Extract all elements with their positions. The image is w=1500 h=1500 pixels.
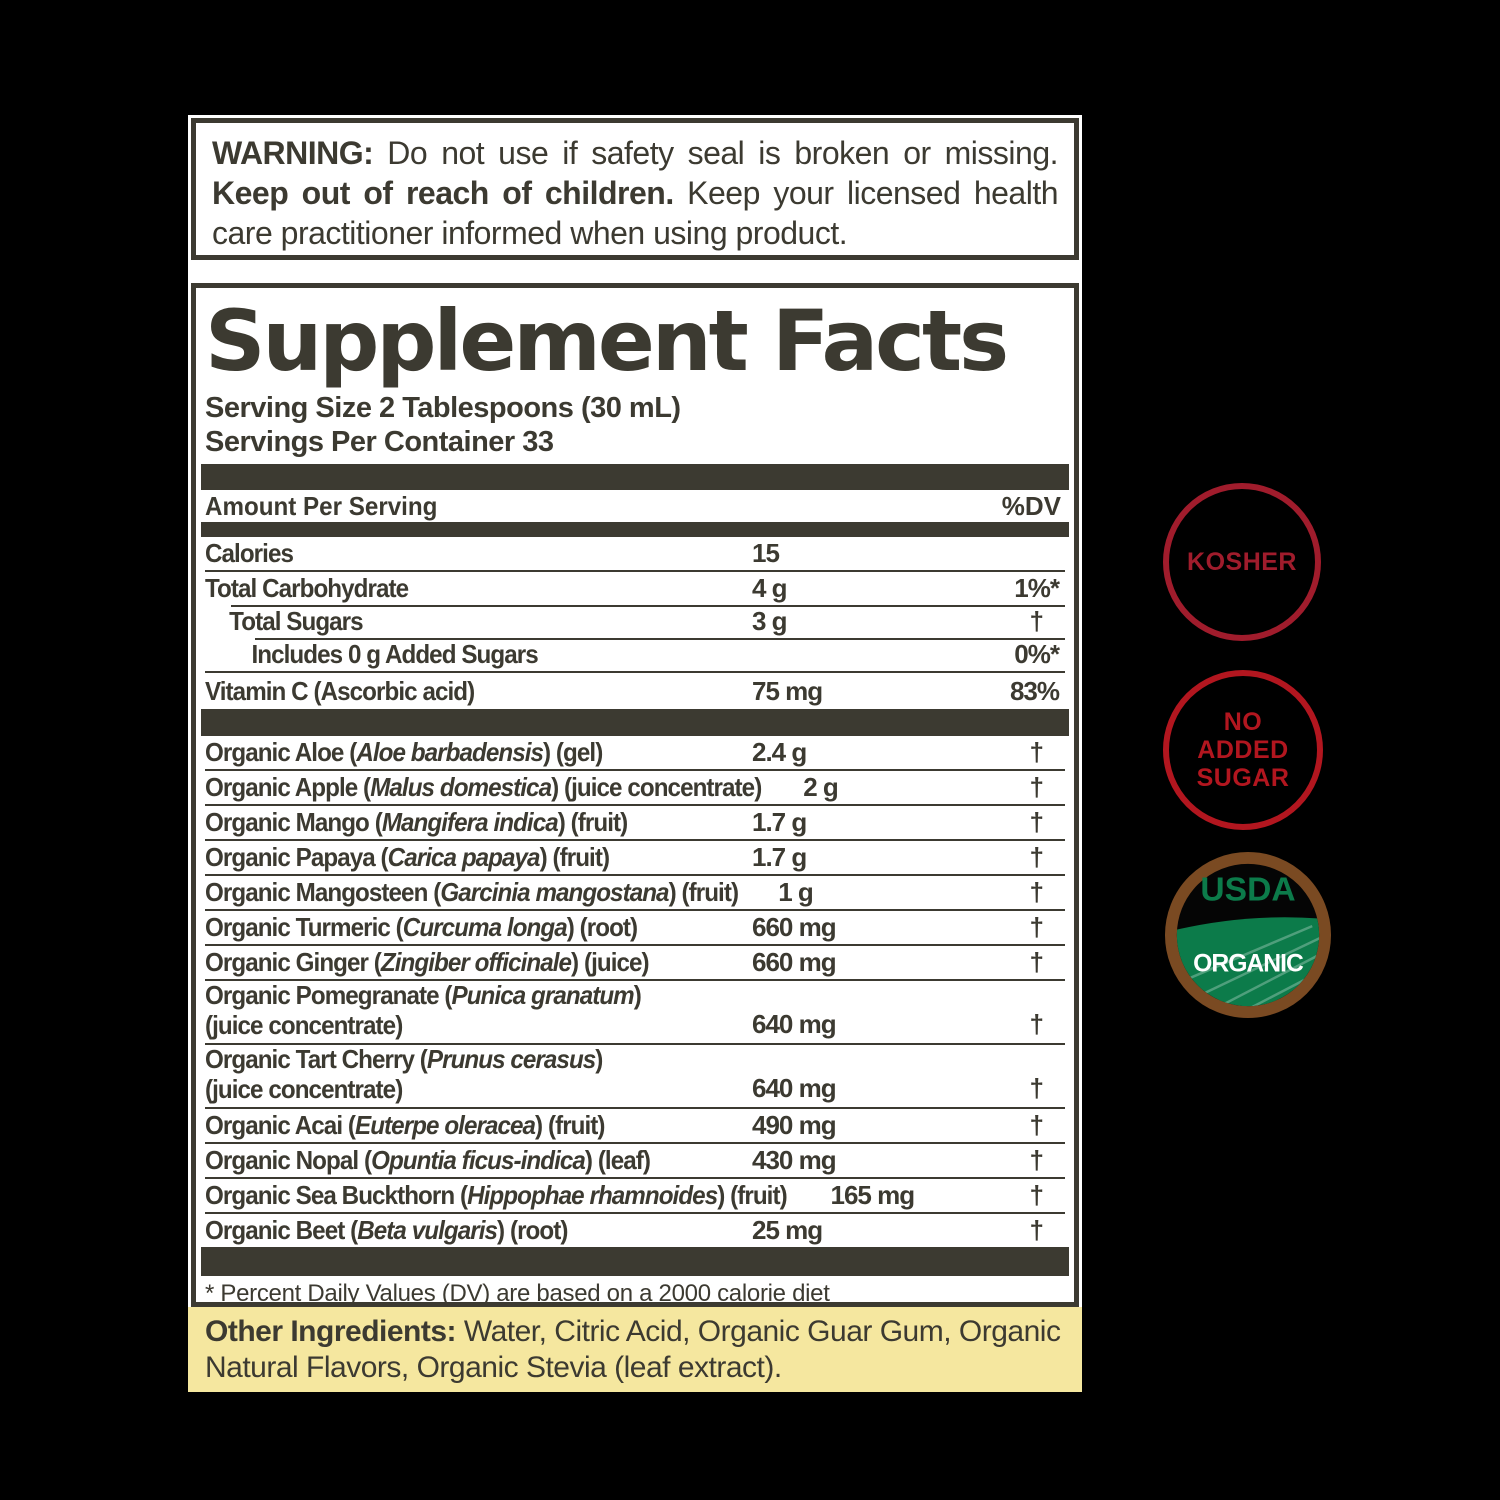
other-ingredients-text: Water, Citric Acid, Organic Guar Gum, Or… <box>205 1315 1061 1384</box>
column-header-row: Amount Per Serving %DV <box>205 490 1065 522</box>
facts-title: Supplement Facts <box>205 292 1009 390</box>
botanical-row-papaya: Organic Papaya (Carica papaya) (fruit) 1… <box>205 839 1065 874</box>
botanical-row-apple: Organic Apple (Malus domestica) (juice c… <box>205 769 1065 804</box>
supplement-label: WARNING: Do not use if safety seal is br… <box>188 115 1082 1392</box>
botanical-row-mango: Organic Mango (Mangifera indica) (fruit)… <box>205 804 1065 839</box>
botanical-row-mangosteen: Organic Mangosteen (Garcinia mangostana)… <box>205 874 1065 909</box>
botanical-row-turmeric: Organic Turmeric (Curcuma longa) (root) … <box>205 909 1065 944</box>
botanical-row-beet: Organic Beet (Beta vulgaris) (root) 25 m… <box>205 1212 1065 1247</box>
botanical-row-tart-cherry: Organic Tart Cherry (Prunus cerasus) (ju… <box>205 1043 1065 1107</box>
supplement-facts-panel: Supplement Facts Serving Size 2 Tablespo… <box>191 283 1079 1333</box>
usda-organic-seal-icon: USDA ORGANIC <box>1164 851 1332 1019</box>
warning-box: WARNING: Do not use if safety seal is br… <box>191 118 1079 260</box>
warning-bold-2: Keep out of reach of children. <box>212 175 674 211</box>
nutrient-row-total-sugars: Total Sugars 3 g † <box>205 605 1065 638</box>
botanical-row-sea-buckthorn: Organic Sea Buckthorn (Hippophae rhamnoi… <box>205 1177 1065 1212</box>
usda-badge-bottom-label: ORGANIC <box>1193 951 1304 978</box>
no-added-sugar-badge-label: NO ADDED SUGAR <box>1196 708 1290 792</box>
section-divider-bar <box>201 522 1069 537</box>
warning-text-2: Keep your licensed health care practitio… <box>212 175 1059 251</box>
warning-bold-1: WARNING: <box>212 135 374 171</box>
amount-per-serving-header: Amount Per Serving <box>205 490 438 521</box>
warning-text-1: Do not use if safety seal is broken or m… <box>373 135 1058 171</box>
botanical-row-aloe: Organic Aloe (Aloe barbadensis) (gel) 2.… <box>205 737 1044 767</box>
nutrient-row-total-carbohydrate: Total Carbohydrate 4 g 1%* <box>205 570 1065 605</box>
serving-size: Serving Size 2 Tablespoons (30 mL) <box>205 392 681 424</box>
usda-badge-top-label: USDA <box>1200 871 1295 908</box>
dv-header: %DV <box>1001 490 1061 521</box>
nutrient-row-vitamin-c: Vitamin C (Ascorbic acid) 75 mg 83% <box>205 671 1065 709</box>
nutrient-row-calories: Calories 15 <box>205 538 780 568</box>
botanical-row-nopal: Organic Nopal (Opuntia ficus-indica) (le… <box>205 1142 1065 1177</box>
nutrient-row-added-sugars: Includes 0 g Added Sugars 0%* <box>205 638 1065 671</box>
usda-organic-badge: USDA ORGANIC <box>1164 851 1332 1019</box>
kosher-badge: KOSHER <box>1163 483 1321 641</box>
other-ingredients-label: Other Ingredients: <box>205 1315 457 1348</box>
other-ingredients: Other Ingredients: Water, Citric Acid, O… <box>188 1307 1082 1392</box>
kosher-badge-label: KOSHER <box>1187 547 1297 576</box>
botanical-row-acai: Organic Acai (Euterpe oleracea) (fruit) … <box>205 1107 1065 1142</box>
section-divider-bar <box>201 709 1069 736</box>
servings-per-container: Servings Per Container 33 <box>205 426 554 458</box>
footnote-dv: * Percent Daily Values (DV) are based on… <box>205 1280 830 1307</box>
section-divider-bar <box>201 464 1069 490</box>
section-divider-bar <box>201 1247 1069 1276</box>
botanical-row-ginger: Organic Ginger (Zingiber officinale) (ju… <box>205 944 1065 979</box>
no-added-sugar-badge: NO ADDED SUGAR <box>1163 670 1323 830</box>
botanical-row-pomegranate: Organic Pomegranate (Punica granatum) (j… <box>205 979 1065 1043</box>
